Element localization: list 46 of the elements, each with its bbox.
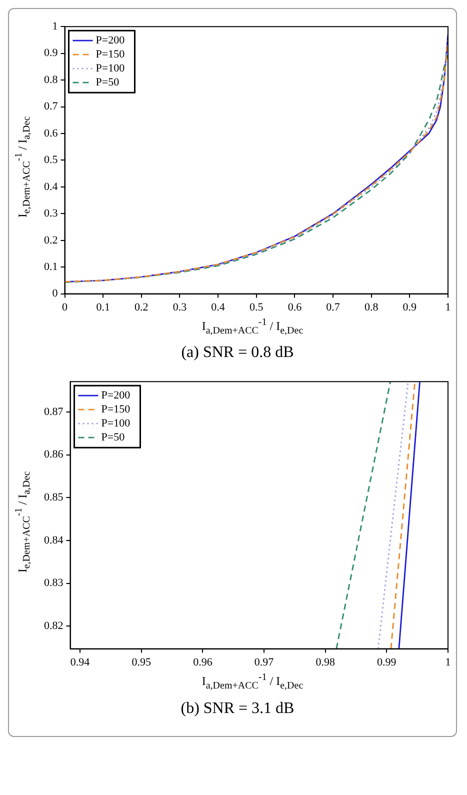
legend-label: P=100 — [101, 418, 131, 430]
x-tick-label: 0.8 — [364, 301, 379, 314]
legend-label: P=50 — [101, 432, 126, 444]
x-axis-title: I$_{a,Dem+ACC}$$^{-1}$ / I$_{e,Dec}$ — [200, 317, 304, 336]
legend-label: P=200 — [101, 390, 131, 402]
x-tick-label: 0.5 — [250, 301, 264, 314]
x-tick-label: 0.9 — [402, 301, 418, 314]
x-tick-label: 0.1 — [96, 301, 110, 314]
x-tick-label: 0.7 — [326, 301, 340, 314]
x-tick-label: 1 — [445, 301, 451, 314]
legend-label: P=50 — [96, 76, 120, 88]
x-tick-label: 0.99 — [377, 656, 397, 669]
y-tick-label: 1 — [52, 20, 58, 32]
y-tick-label: 0.6 — [44, 127, 58, 140]
x-tick-label: 1 — [445, 656, 451, 669]
x-tick-label: 0.97 — [254, 656, 274, 669]
y-tick-label: 0 — [52, 288, 58, 300]
x-axis-title: I$_{a,Dem+ACC}$$^{-1}$ / I$_{e,Dec}$ — [200, 672, 304, 692]
y-tick-label: 0.8 — [44, 74, 58, 86]
legend-label: P=200 — [96, 34, 126, 46]
y-tick-label: 0.87 — [44, 406, 64, 418]
y-tick-label: 0.86 — [44, 449, 64, 462]
y-tick-label: 0.9 — [44, 47, 58, 60]
legend-label: P=150 — [101, 404, 131, 416]
y-tick-label: 0.7 — [44, 100, 58, 113]
x-tick-label: 0.95 — [132, 656, 152, 669]
x-tick-label: 0.2 — [134, 301, 148, 314]
y-tick-label: 0.5 — [44, 154, 58, 166]
legend-label: P=100 — [96, 62, 126, 74]
y-tick-label: 0.84 — [44, 534, 64, 547]
x-tick-label: 0.98 — [316, 656, 336, 669]
x-tick-label: 0.3 — [172, 301, 188, 314]
y-tick-label: 0.83 — [44, 578, 64, 590]
text: (a) SNR = 0.8 dB — [180, 344, 295, 362]
y-tick-label: 0.85 — [44, 492, 64, 504]
text: (b) SNR = 3.1 dB — [180, 700, 296, 718]
y-tick-label: 0.2 — [44, 234, 58, 246]
y-tick-label: 0.82 — [44, 620, 64, 632]
x-tick-label: 0.4 — [211, 301, 226, 314]
x-tick-label: 0.6 — [288, 301, 302, 314]
x-tick-label: 0.94 — [70, 656, 90, 669]
x-tick-label: 0.96 — [193, 656, 213, 669]
y-tick-label: 0.3 — [44, 208, 58, 220]
legend-label: P=150 — [96, 48, 126, 60]
y-tick-label: 0.1 — [44, 260, 58, 273]
y-tick-label: 0.4 — [44, 180, 58, 193]
